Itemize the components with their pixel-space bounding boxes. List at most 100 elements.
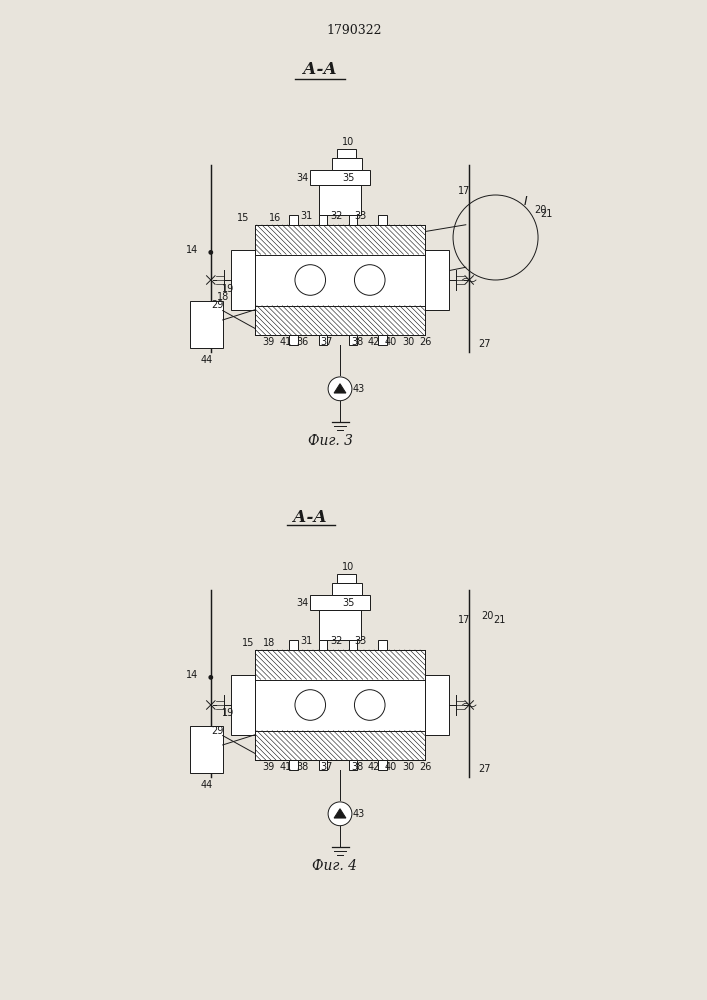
Text: 27: 27 bbox=[478, 764, 491, 774]
Bar bbox=[190, 726, 223, 773]
Bar bbox=[425, 250, 449, 310]
Text: 44: 44 bbox=[200, 780, 213, 790]
Text: Фиг. 3: Фиг. 3 bbox=[308, 434, 353, 448]
Text: 41: 41 bbox=[279, 337, 292, 347]
Text: 30: 30 bbox=[402, 337, 414, 347]
Text: Фиг. 4: Фиг. 4 bbox=[312, 859, 358, 873]
Text: 43: 43 bbox=[353, 809, 365, 819]
Text: 17: 17 bbox=[458, 615, 470, 625]
Circle shape bbox=[209, 676, 213, 679]
Text: 19: 19 bbox=[222, 708, 234, 718]
Text: 35: 35 bbox=[342, 598, 355, 608]
Text: 36: 36 bbox=[296, 337, 309, 347]
Text: 39: 39 bbox=[262, 337, 275, 347]
Text: 34: 34 bbox=[296, 598, 309, 608]
Bar bbox=[255, 225, 425, 254]
Bar bbox=[332, 158, 362, 169]
Bar bbox=[378, 215, 387, 225]
Bar bbox=[231, 675, 255, 735]
Bar bbox=[255, 650, 425, 680]
Bar bbox=[378, 760, 387, 770]
Text: 42: 42 bbox=[368, 337, 380, 347]
Text: 26: 26 bbox=[419, 762, 431, 772]
Bar bbox=[289, 335, 298, 345]
Circle shape bbox=[354, 265, 385, 295]
Polygon shape bbox=[334, 384, 346, 393]
Bar bbox=[319, 640, 327, 650]
Text: 1790322: 1790322 bbox=[326, 23, 382, 36]
Text: 19: 19 bbox=[222, 284, 234, 294]
Bar bbox=[289, 760, 298, 770]
Text: 15: 15 bbox=[242, 638, 254, 648]
Bar bbox=[255, 306, 425, 335]
Bar bbox=[349, 215, 357, 225]
Bar bbox=[319, 335, 327, 345]
Text: 10: 10 bbox=[342, 137, 355, 147]
Text: 32: 32 bbox=[330, 211, 343, 221]
Bar bbox=[319, 215, 327, 225]
Bar bbox=[349, 760, 357, 770]
Bar bbox=[337, 574, 356, 583]
Text: 37: 37 bbox=[320, 762, 332, 772]
Text: 18: 18 bbox=[216, 292, 229, 302]
Text: 15: 15 bbox=[237, 213, 250, 223]
Bar bbox=[319, 610, 361, 640]
Circle shape bbox=[328, 802, 352, 826]
Bar bbox=[255, 306, 425, 335]
Text: 42: 42 bbox=[368, 762, 380, 772]
Text: 14: 14 bbox=[186, 245, 198, 255]
Bar bbox=[255, 730, 425, 760]
Text: 38: 38 bbox=[351, 762, 363, 772]
Text: 18: 18 bbox=[262, 638, 275, 648]
Bar bbox=[190, 301, 223, 348]
Text: 33: 33 bbox=[354, 636, 366, 646]
Text: 26: 26 bbox=[419, 337, 431, 347]
Text: 44: 44 bbox=[200, 355, 213, 365]
Bar bbox=[255, 650, 425, 760]
Polygon shape bbox=[334, 809, 346, 818]
Text: 31: 31 bbox=[300, 636, 312, 646]
Bar bbox=[349, 640, 357, 650]
Text: 33: 33 bbox=[354, 211, 366, 221]
Bar bbox=[378, 640, 387, 650]
Text: 41: 41 bbox=[279, 762, 292, 772]
Text: 35: 35 bbox=[342, 173, 355, 183]
Bar bbox=[319, 185, 361, 215]
Bar bbox=[332, 583, 362, 594]
Bar bbox=[255, 225, 425, 335]
Text: 38: 38 bbox=[296, 762, 309, 772]
Bar bbox=[255, 650, 425, 680]
Bar bbox=[310, 594, 370, 610]
Circle shape bbox=[354, 690, 385, 720]
Bar bbox=[255, 730, 425, 760]
Bar bbox=[425, 675, 449, 735]
Text: 17: 17 bbox=[458, 186, 470, 196]
Text: 40: 40 bbox=[385, 337, 397, 347]
Text: 43: 43 bbox=[353, 384, 365, 394]
Text: I: I bbox=[523, 195, 527, 208]
Text: 40: 40 bbox=[385, 762, 397, 772]
Text: 39: 39 bbox=[262, 762, 275, 772]
Bar bbox=[231, 250, 255, 310]
Text: 34: 34 bbox=[296, 173, 309, 183]
Text: 32: 32 bbox=[330, 636, 343, 646]
Text: 14: 14 bbox=[186, 670, 198, 680]
Text: А-А: А-А bbox=[293, 508, 327, 526]
Text: 16: 16 bbox=[269, 213, 281, 223]
Bar bbox=[310, 169, 370, 185]
Text: 21: 21 bbox=[493, 615, 506, 625]
Text: 27: 27 bbox=[478, 339, 491, 349]
Bar bbox=[255, 225, 425, 254]
Bar bbox=[255, 650, 425, 680]
Bar bbox=[378, 335, 387, 345]
Circle shape bbox=[328, 377, 352, 401]
Circle shape bbox=[295, 265, 325, 295]
Text: 29: 29 bbox=[211, 726, 224, 736]
Bar bbox=[289, 215, 298, 225]
Text: 37: 37 bbox=[320, 337, 332, 347]
Bar bbox=[255, 730, 425, 760]
Text: 20: 20 bbox=[534, 205, 547, 215]
Text: 20: 20 bbox=[481, 611, 493, 621]
Bar bbox=[349, 335, 357, 345]
Text: А-А: А-А bbox=[303, 62, 337, 79]
